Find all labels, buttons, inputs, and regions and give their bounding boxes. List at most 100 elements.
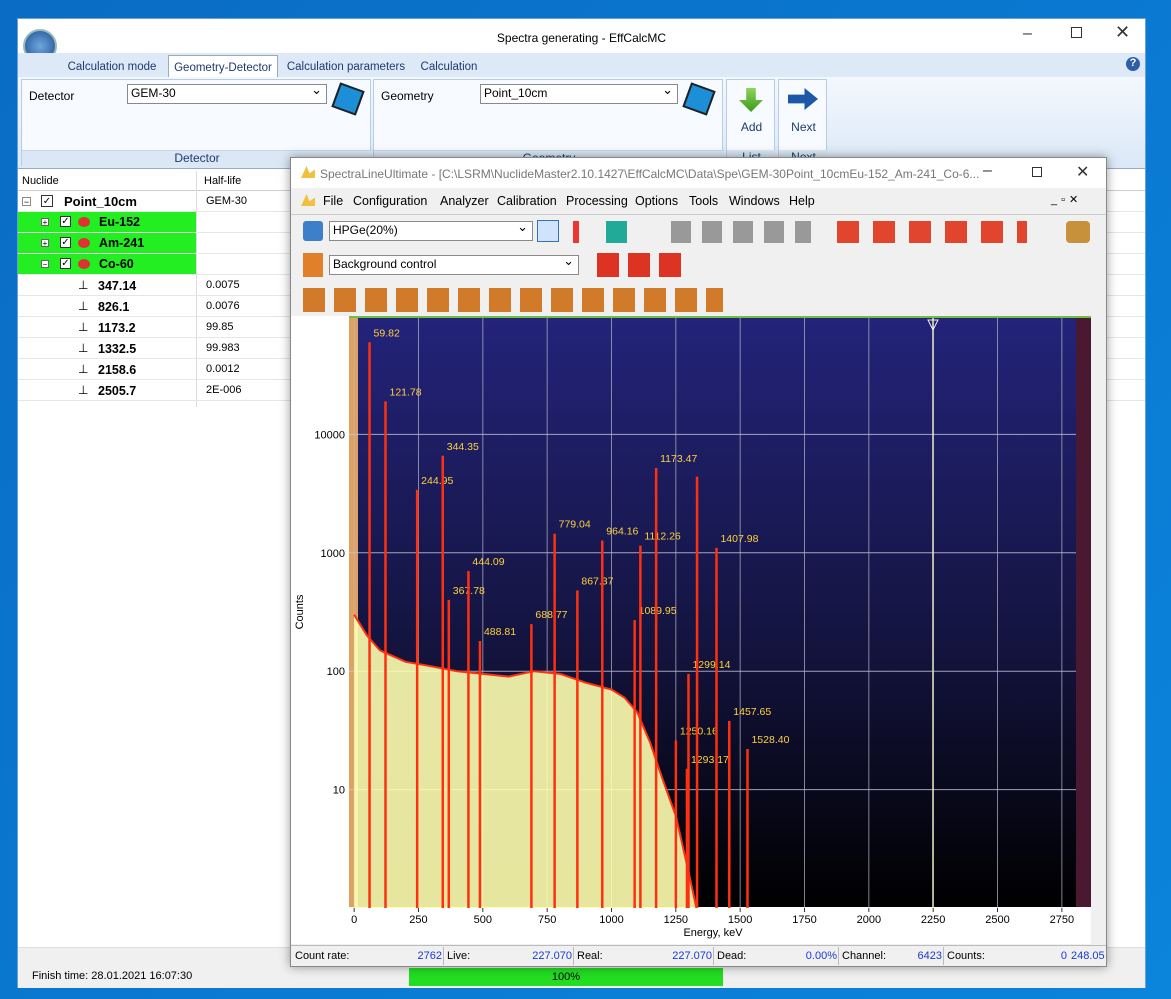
status-value: 2762 — [362, 950, 442, 962]
toolbar-icons[interactable] — [573, 221, 633, 243]
line-energy[interactable]: 1332.5 — [98, 342, 136, 356]
info-icons[interactable] — [597, 253, 689, 277]
toolbar-icons[interactable] — [837, 221, 1027, 243]
tab[interactable]: Geometry-Detector — [168, 55, 278, 77]
close[interactable]: ✕ — [1115, 22, 1130, 43]
status-value: 227.070 — [492, 950, 572, 962]
peak-label: 779.04 — [559, 519, 591, 531]
x-tick-label: 2750 — [1050, 914, 1074, 926]
x-tick-label: 250 — [409, 914, 427, 926]
peak-label: 1089.95 — [639, 605, 677, 617]
x-tick-label: 2000 — [857, 914, 881, 926]
v-scrollbar[interactable] — [1091, 316, 1106, 944]
minimize[interactable]: – — [1023, 25, 1032, 43]
detector-icon[interactable] — [331, 82, 364, 115]
list-group[interactable]: Add List — [726, 79, 775, 166]
line-energy[interactable]: 826.1 — [98, 300, 129, 314]
tab[interactable]: Calculation — [414, 57, 484, 75]
x-tick-label: 1250 — [664, 914, 688, 926]
balance-icon[interactable] — [1066, 221, 1090, 243]
line-energy[interactable]: 2505.7 — [98, 384, 136, 398]
expander[interactable]: + — [41, 239, 49, 247]
inner-title: SpectraLineUltimate - [C:\LSRM\NuclideMa… — [320, 167, 979, 181]
mode-icon — [303, 253, 323, 277]
player-buttons[interactable] — [671, 221, 811, 243]
x-tick-label: 1500 — [728, 914, 752, 926]
inner-status-bar: Count rate:2762Live:227.070Real:227.070D… — [291, 945, 1106, 965]
minimize[interactable]: – — [983, 162, 992, 180]
toolbar-button[interactable] — [537, 220, 559, 242]
peak-label: 1457.65 — [733, 706, 771, 718]
expander[interactable]: + — [41, 218, 49, 226]
peak-label: 59.82 — [374, 327, 400, 339]
menu-item[interactable]: Windows — [729, 194, 780, 208]
checkbox[interactable]: ✓ — [60, 258, 71, 269]
close[interactable]: ✕ — [1076, 162, 1089, 182]
menu-item[interactable]: Configuration — [353, 194, 427, 208]
status-label: Real: — [577, 950, 603, 962]
line-icon: ⊥ — [78, 278, 88, 292]
nuclide-icon — [78, 217, 90, 227]
checkbox[interactable]: ✓ — [41, 195, 53, 207]
finish-time: Finish time: 28.01.2021 16:07:30 — [32, 970, 192, 982]
detector-label: Detector — [29, 89, 74, 103]
next-button[interactable]: Next — [779, 120, 828, 134]
nuclide-name[interactable]: Eu-152 — [99, 215, 140, 229]
line-icon: ⊥ — [78, 341, 88, 355]
toolbars: HPGe(20%) Background control — [291, 214, 1106, 314]
menu-item[interactable]: File — [323, 194, 343, 208]
expander[interactable]: − — [22, 197, 31, 206]
line-energy[interactable]: 1173.2 — [98, 321, 136, 335]
menu-item[interactable]: Help — [789, 194, 815, 208]
maximize[interactable] — [1071, 27, 1082, 38]
add-icon — [739, 88, 763, 112]
menu-item[interactable]: Tools — [689, 194, 718, 208]
file-icons[interactable] — [303, 288, 723, 312]
geometry-icon[interactable] — [682, 82, 715, 115]
geometry-select[interactable]: Point_10cm — [480, 84, 678, 104]
add-button[interactable]: Add — [727, 120, 776, 134]
menu-item[interactable]: Calibration — [497, 194, 557, 208]
x-tick-label: 750 — [538, 914, 556, 926]
mdi-buttons[interactable]: _▫✕ — [1051, 193, 1082, 206]
line-icon: ⊥ — [78, 320, 88, 334]
line-energy[interactable]: 2158.6 — [98, 363, 136, 377]
nuclide-name[interactable]: Am-241 — [99, 236, 144, 250]
maximize[interactable] — [1032, 167, 1042, 177]
checkbox[interactable]: ✓ — [60, 237, 71, 248]
status-divider — [838, 947, 839, 965]
menu-item[interactable]: Options — [635, 194, 678, 208]
checkbox[interactable]: ✓ — [60, 216, 71, 227]
column-header: Half-life — [204, 175, 241, 187]
nuclide-name[interactable]: Co-60 — [99, 257, 134, 271]
detector-select[interactable]: GEM-30 — [127, 84, 327, 104]
help-icon[interactable]: ? — [1126, 57, 1140, 71]
menu-item[interactable]: Processing — [566, 194, 628, 208]
x-tick-label: 1750 — [792, 914, 816, 926]
peak-label: 444.09 — [472, 556, 504, 568]
peak-label: 488.81 — [484, 626, 516, 638]
line-energy[interactable]: 347.14 — [98, 279, 136, 293]
status-bar: Finish time: 28.01.2021 16:07:30 100% — [18, 966, 1145, 988]
status-label: Count rate: — [295, 950, 349, 962]
menu-item[interactable]: Analyzer — [440, 194, 489, 208]
expander[interactable]: − — [41, 260, 49, 268]
line-halflife: 99.983 — [206, 342, 240, 354]
line-halflife: 0.0075 — [206, 279, 240, 291]
status-divider — [443, 947, 444, 965]
line-halflife: 0.0076 — [206, 300, 240, 312]
line-halflife: 0.0012 — [206, 363, 240, 375]
y-tick-label: 10000 — [314, 429, 345, 441]
tab[interactable]: Calculation mode — [58, 57, 166, 75]
status-divider — [713, 947, 714, 965]
progress-bar: 100% — [409, 968, 723, 986]
peak-label: 1528.40 — [751, 734, 789, 746]
detector-select[interactable]: HPGe(20%) — [329, 221, 533, 241]
status-label: Dead: — [717, 950, 746, 962]
next-group[interactable]: Next Next — [778, 79, 827, 166]
mode-select[interactable]: Background control — [329, 255, 579, 275]
tab[interactable]: Calculation parameters — [280, 57, 412, 75]
peak-label: 688.77 — [535, 609, 567, 621]
peak-label: 1173.47 — [660, 453, 697, 465]
